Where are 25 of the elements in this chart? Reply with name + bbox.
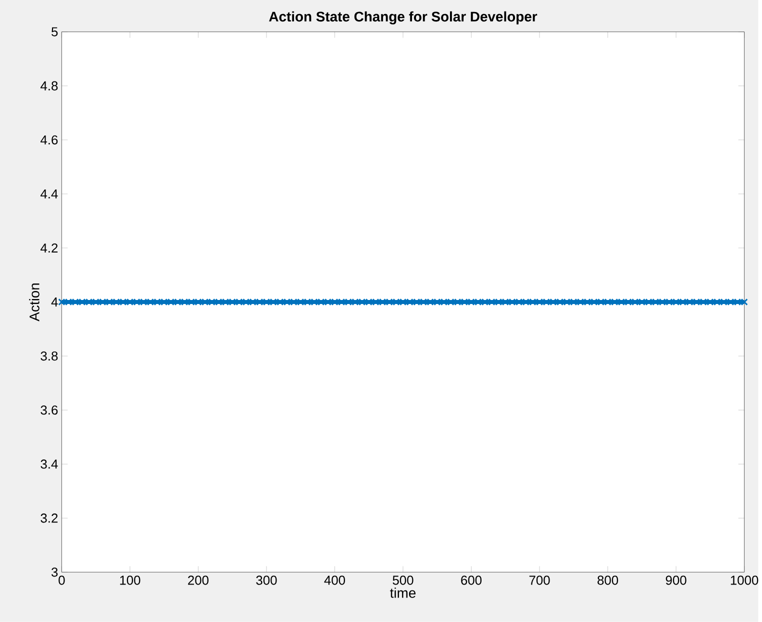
y-tick-label: 3: [52, 568, 58, 577]
y-tick-label: 4.8: [40, 81, 58, 90]
x-tick-label: 800: [598, 576, 618, 585]
y-tick-label: 3.4: [40, 460, 58, 469]
x-tick-label: 700: [529, 576, 550, 585]
y-tick-label: 4.2: [40, 243, 58, 253]
x-tick-label: 300: [256, 576, 277, 585]
y-tick-label: 5: [52, 27, 58, 36]
chart-title: Action State Change for Solar Developer: [269, 11, 538, 24]
x-tick-label: 200: [188, 576, 208, 585]
y-tick-label: 3.8: [40, 351, 58, 361]
x-tick-label: 600: [461, 576, 482, 585]
y-tick-label: 4.4: [40, 190, 58, 198]
y-tick-label: 3.6: [40, 406, 58, 415]
x-tick-label: 0: [58, 576, 65, 585]
y-tick-label: 4.6: [40, 135, 58, 145]
x-tick-label: 900: [666, 576, 686, 585]
y-tick-label: 4: [51, 298, 58, 306]
y-tick-label: 3.2: [40, 514, 58, 523]
x-tick-label: 500: [392, 576, 414, 585]
x-axis-title: time: [390, 588, 416, 598]
x-tick-label: 100: [120, 576, 140, 585]
y-axis-title: Action: [29, 284, 40, 322]
x-tick-label: 400: [324, 576, 346, 585]
x-tick-label: 1000: [730, 576, 758, 585]
